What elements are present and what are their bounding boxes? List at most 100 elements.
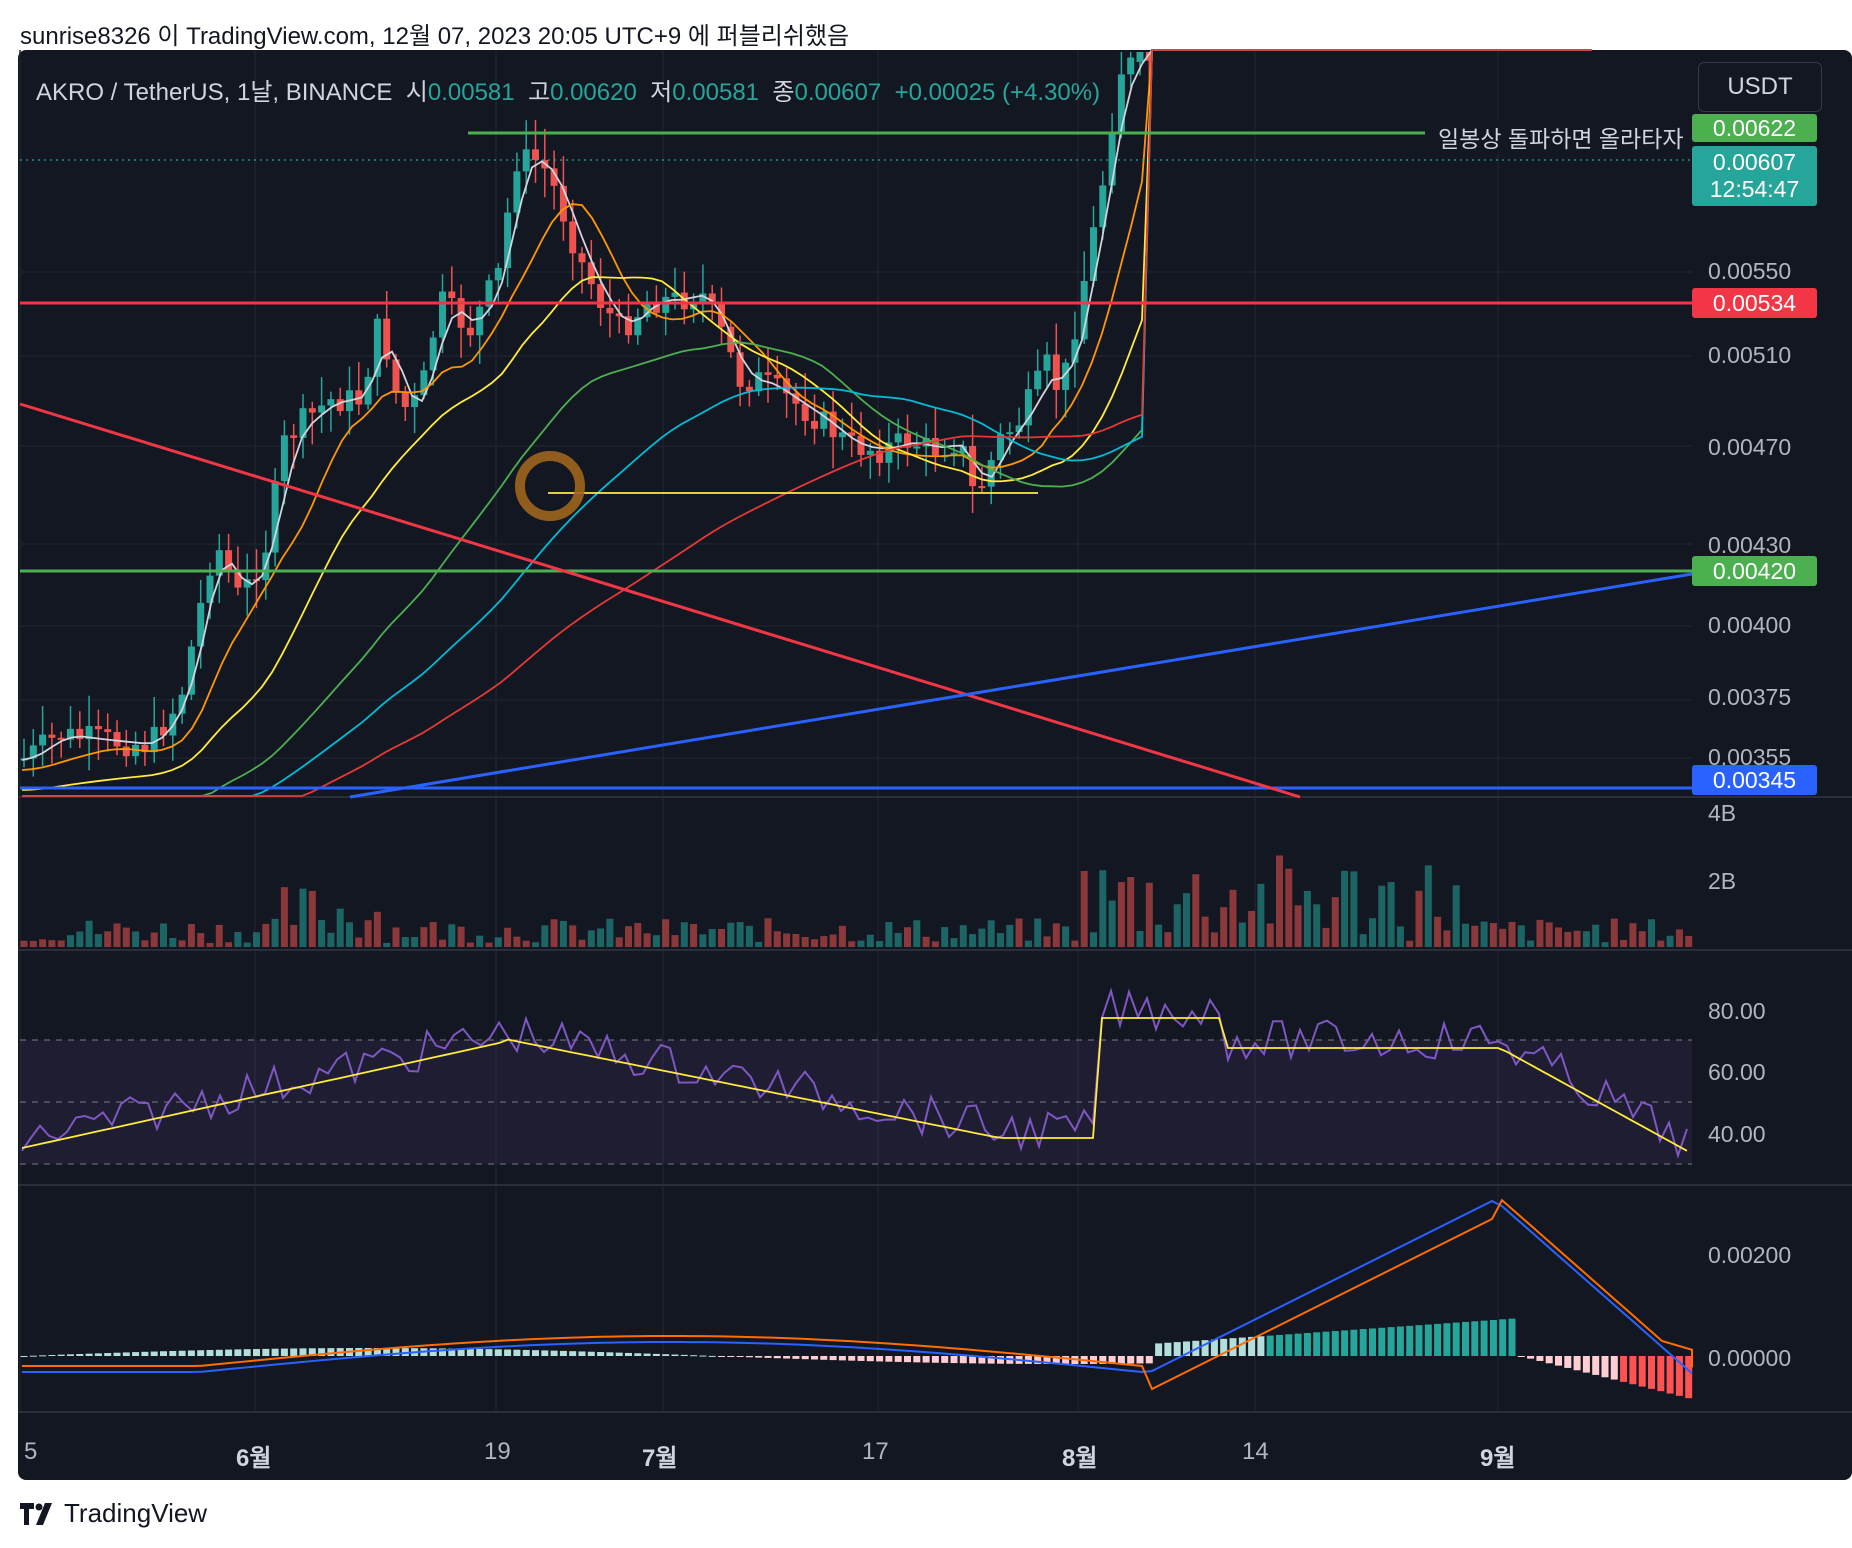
candle-body bbox=[206, 575, 214, 603]
volume-bar bbox=[1462, 923, 1469, 947]
macd-histogram-bar bbox=[1489, 1319, 1497, 1356]
macd-histogram-bar bbox=[597, 1352, 605, 1356]
price-axis-label: 0.00550 bbox=[1708, 258, 1792, 284]
macd-histogram-bar bbox=[1536, 1356, 1544, 1361]
macd-histogram-bar bbox=[913, 1356, 921, 1363]
candle-body bbox=[1117, 74, 1125, 134]
volume-bar bbox=[1145, 882, 1153, 947]
volume-bar bbox=[1471, 925, 1479, 947]
candle-body bbox=[1080, 280, 1088, 340]
time-axis-label: 19 bbox=[484, 1438, 511, 1465]
volume-bar bbox=[1220, 907, 1228, 947]
macd-histogram-bar bbox=[1136, 1356, 1144, 1364]
candle-body bbox=[318, 405, 326, 413]
tradingview-logo[interactable]: TradingView bbox=[20, 1498, 207, 1529]
macd-histogram-bar bbox=[1248, 1336, 1256, 1356]
candle-body bbox=[187, 646, 195, 695]
candle-body bbox=[811, 420, 818, 429]
volume-bar bbox=[1164, 932, 1172, 947]
macd-histogram-bar bbox=[1638, 1356, 1646, 1387]
volume-bar bbox=[1034, 918, 1042, 947]
volume-bar bbox=[1592, 924, 1600, 947]
macd-histogram-bar bbox=[783, 1356, 791, 1359]
volume-bar bbox=[215, 924, 223, 947]
signal-line bbox=[22, 1198, 1693, 1391]
volume-axis-label: 4B bbox=[1708, 800, 1737, 826]
macd-histogram-bar bbox=[1313, 1332, 1321, 1356]
volume-bar bbox=[187, 924, 195, 947]
time-axis-label: 8월 bbox=[1062, 1445, 1098, 1472]
candle-body bbox=[383, 318, 391, 360]
candle-body bbox=[85, 726, 93, 740]
candle-body bbox=[745, 386, 753, 392]
macd-histogram-bar bbox=[522, 1349, 530, 1356]
macd-histogram-bar bbox=[1434, 1323, 1442, 1356]
macd-histogram-bar bbox=[1480, 1320, 1488, 1356]
volume-bar bbox=[1276, 855, 1283, 947]
volume-bar bbox=[680, 922, 688, 947]
price-axis-label: 0.00375 bbox=[1708, 684, 1792, 710]
volume-bar bbox=[1341, 870, 1349, 947]
volume-bar bbox=[113, 923, 121, 947]
volume-bar bbox=[150, 932, 158, 947]
volume-bar bbox=[67, 935, 74, 947]
volume-bar bbox=[1229, 889, 1237, 947]
candle-body bbox=[727, 326, 735, 353]
volume-bar bbox=[708, 929, 716, 947]
tradingview-logo-icon bbox=[20, 1502, 52, 1525]
currency-button[interactable]: USDT bbox=[1698, 62, 1822, 112]
macd-histogram-bar bbox=[67, 1354, 74, 1356]
volume-bar bbox=[57, 940, 65, 947]
macd-histogram-bar bbox=[132, 1352, 140, 1356]
candle-body bbox=[141, 744, 149, 753]
candle-body bbox=[894, 433, 902, 443]
macd-histogram-bar bbox=[1573, 1356, 1581, 1371]
volume-bar bbox=[1210, 932, 1218, 947]
candle-body bbox=[885, 442, 893, 463]
volume-bar bbox=[755, 941, 763, 947]
macd-histogram-bar bbox=[876, 1356, 884, 1362]
volume-bar bbox=[922, 936, 930, 947]
macd-histogram-bar bbox=[885, 1356, 893, 1362]
symbol-name[interactable]: AKRO / TetherUS, 1날, BINANCE bbox=[36, 79, 393, 106]
macd-histogram-bar bbox=[1601, 1356, 1609, 1378]
volume-bar bbox=[829, 934, 837, 947]
volume-bar bbox=[1555, 927, 1562, 947]
chart-panel[interactable] bbox=[18, 50, 1852, 1480]
volume-bar bbox=[997, 933, 1004, 947]
macd-histogram-bar bbox=[439, 1348, 446, 1356]
horizontal-line-label[interactable]: 일봉상 돌파하면 올라타자 bbox=[1434, 120, 1688, 154]
volume-bar bbox=[1043, 936, 1051, 947]
macd-histogram-bar bbox=[1415, 1325, 1423, 1356]
macd-histogram-bar bbox=[1545, 1356, 1553, 1364]
macd-histogram-bar bbox=[773, 1356, 781, 1359]
volume-bar bbox=[1266, 923, 1274, 947]
volume-bar bbox=[1499, 928, 1507, 947]
volume-bar bbox=[299, 888, 307, 947]
time-axis-label: 6월 bbox=[236, 1445, 272, 1472]
volume-bar bbox=[1452, 885, 1460, 947]
volume-bar bbox=[1675, 929, 1683, 947]
volume-bar bbox=[141, 940, 149, 947]
rsi-axis-label: 80.00 bbox=[1708, 998, 1766, 1024]
volume-bar bbox=[308, 890, 316, 947]
candle-body bbox=[494, 267, 502, 281]
volume-bar bbox=[243, 942, 251, 947]
macd-histogram-bar bbox=[727, 1356, 735, 1357]
macd-histogram-bar bbox=[308, 1348, 316, 1356]
published-caption: sunrise8326 이 TradingView.com, 12월 07, 2… bbox=[20, 23, 850, 50]
symbol-legend[interactable]: AKRO / TetherUS, 1날, BINANCE 시0.00581 고0… bbox=[36, 72, 1100, 107]
volume-bar bbox=[1517, 925, 1525, 947]
macd-histogram-bar bbox=[643, 1353, 651, 1356]
candle-body bbox=[569, 221, 577, 254]
macd-histogram-bar bbox=[922, 1356, 930, 1363]
macd-histogram-bar bbox=[625, 1352, 632, 1356]
macd-histogram-bar bbox=[1285, 1334, 1293, 1356]
last-price-tag: 0.00607 12:54:47 bbox=[1692, 146, 1817, 206]
candle-body bbox=[67, 728, 74, 740]
volume-bar bbox=[1080, 871, 1088, 947]
macd-histogram-bar bbox=[1582, 1356, 1590, 1373]
candle-body bbox=[857, 435, 865, 455]
volume-bar bbox=[76, 931, 84, 947]
